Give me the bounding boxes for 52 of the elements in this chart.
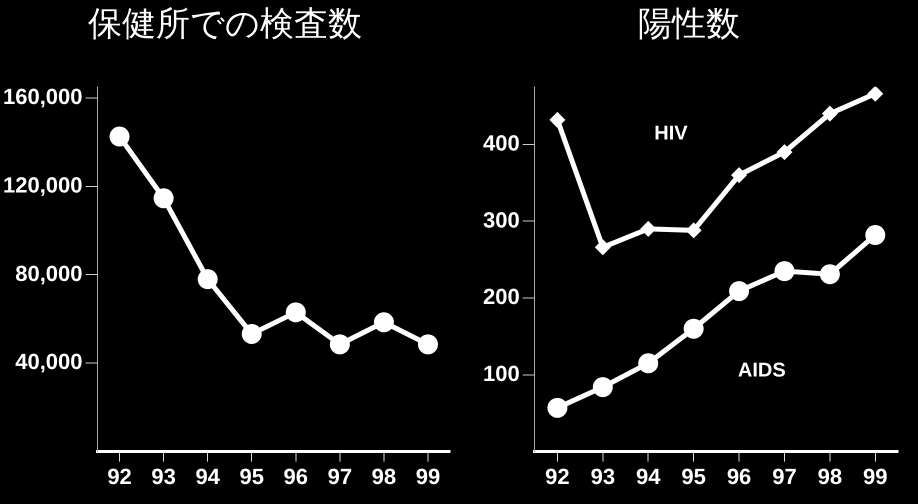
x-tick-label: 95 (681, 464, 706, 489)
x-tick-label: 94 (195, 464, 221, 489)
y-tick-label: 300 (482, 207, 520, 232)
x-tick-label: 99 (416, 464, 440, 489)
point (638, 353, 658, 374)
point (867, 86, 884, 102)
point (684, 318, 704, 339)
x-tick-label: 93 (151, 464, 176, 489)
y-tick-label: 400 (482, 130, 520, 156)
x-tick-label: 92 (545, 464, 570, 489)
point (729, 281, 750, 302)
text: HIV (654, 122, 688, 144)
point (154, 188, 174, 208)
point (686, 222, 702, 238)
x-tick-label: 96 (726, 464, 752, 489)
x-tick-label: 98 (818, 464, 842, 489)
x-tick-label: 94 (636, 464, 662, 489)
point (820, 264, 840, 284)
point (774, 261, 794, 282)
x-tick-label: 99 (863, 464, 888, 489)
x-tick-label: 96 (284, 464, 308, 489)
y-tick-label: 100 (482, 360, 520, 386)
point (418, 334, 438, 354)
y-tick-label: 40,000 (15, 349, 83, 374)
chart-title: 保健所での検査数 (88, 4, 362, 44)
point (776, 144, 792, 160)
point (592, 377, 613, 398)
point (110, 126, 130, 147)
x-tick-label: 93 (590, 464, 616, 489)
point (640, 220, 656, 237)
point (594, 239, 611, 256)
x-tick-label: 97 (328, 464, 352, 489)
point (374, 312, 394, 332)
text: AIDS (738, 360, 786, 382)
point (822, 106, 838, 122)
point (242, 324, 262, 344)
y-tick-label: 160,000 (2, 84, 83, 109)
y-tick-label: 200 (482, 284, 520, 310)
x-tick-label: 97 (772, 464, 797, 489)
y-tick-label: 80,000 (15, 260, 83, 286)
x-tick-label: 98 (372, 464, 396, 489)
point (547, 398, 568, 418)
point (286, 302, 306, 322)
x-tick-label: 92 (107, 464, 132, 489)
point (198, 269, 218, 290)
point (330, 334, 350, 354)
y-tick-label: 120,000 (2, 172, 83, 198)
point (549, 112, 566, 128)
chart-title: 陽性数 (638, 4, 740, 44)
point (865, 225, 886, 246)
point (731, 167, 748, 184)
x-tick-label: 95 (239, 464, 264, 489)
